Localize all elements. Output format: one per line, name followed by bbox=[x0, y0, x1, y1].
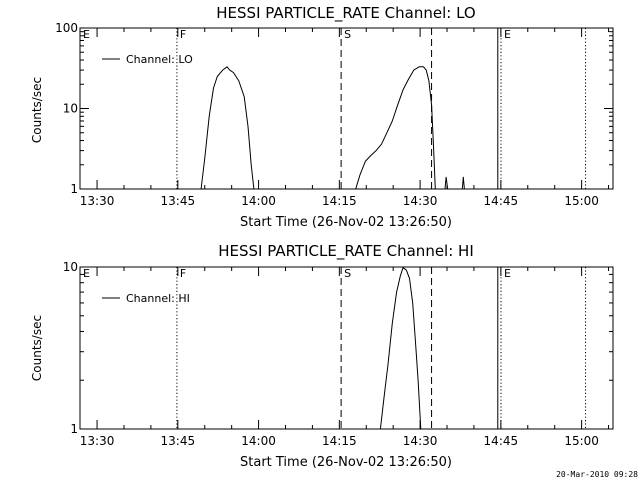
lo-data-line bbox=[355, 66, 436, 190]
hi-x-axis-label: Start Time (26-Nov-02 13:26:50) bbox=[240, 455, 452, 470]
hi-data-line bbox=[379, 267, 422, 430]
lo-chart-title: HESSI PARTICLE_RATE Channel: LO bbox=[216, 4, 475, 23]
lo-marker-label: E bbox=[504, 28, 511, 41]
lo-y-tick-label: 1 bbox=[70, 182, 78, 196]
lo-marker-label: E bbox=[83, 28, 90, 41]
hi-marker-label: F bbox=[180, 267, 186, 280]
hi-y-axis-label: Counts/sec bbox=[30, 315, 44, 381]
hi-channel-panel: HESSI PARTICLE_RATE Channel: HI Start Ti… bbox=[30, 242, 614, 470]
lo-x-tick-label: 15:00 bbox=[564, 194, 599, 208]
hi-marker-label: S bbox=[344, 267, 351, 280]
lo-y-axis-label: Counts/sec bbox=[30, 77, 44, 143]
lo-channel-panel: HESSI PARTICLE_RATE Channel: LO Start Ti… bbox=[30, 4, 614, 230]
lo-x-tick-label: 13:45 bbox=[161, 194, 196, 208]
lo-x-tick-label: 14:15 bbox=[322, 194, 357, 208]
hi-marker-label: E bbox=[504, 267, 511, 280]
hi-x-tick-label: 14:30 bbox=[403, 434, 438, 448]
lo-marker-label: F bbox=[180, 28, 186, 41]
lo-data-line bbox=[200, 66, 255, 190]
lo-y-tick-label: 10 bbox=[63, 102, 78, 116]
print-timestamp: 20-Mar-2010 09:28 bbox=[556, 470, 638, 479]
lo-legend-label: Channel: LO bbox=[126, 53, 193, 66]
hi-x-tick-label: 13:30 bbox=[80, 434, 115, 448]
hi-x-tick-label: 14:00 bbox=[241, 434, 276, 448]
lo-x-tick-label: 14:45 bbox=[484, 194, 519, 208]
lo-x-tick-label: 13:30 bbox=[80, 194, 115, 208]
hi-x-tick-label: 13:45 bbox=[161, 434, 196, 448]
hi-y-tick-label: 10 bbox=[63, 260, 78, 274]
hi-marker-label: E bbox=[83, 267, 90, 280]
lo-data-line bbox=[444, 176, 449, 190]
lo-x-axis-label: Start Time (26-Nov-02 13:26:50) bbox=[240, 215, 452, 230]
hi-chart-title: HESSI PARTICLE_RATE Channel: HI bbox=[218, 242, 474, 261]
lo-data-line bbox=[461, 176, 465, 190]
hi-y-tick-label: 1 bbox=[70, 422, 78, 436]
hi-x-tick-label: 14:15 bbox=[322, 434, 357, 448]
hi-x-tick-label: 15:00 bbox=[564, 434, 599, 448]
lo-marker-label: S bbox=[344, 28, 351, 41]
lo-x-tick-label: 14:30 bbox=[403, 194, 438, 208]
lo-y-tick-label: 100 bbox=[55, 21, 78, 35]
hi-legend-label: Channel: HI bbox=[126, 292, 190, 305]
hi-x-tick-label: 14:45 bbox=[484, 434, 519, 448]
lo-x-tick-label: 14:00 bbox=[241, 194, 276, 208]
